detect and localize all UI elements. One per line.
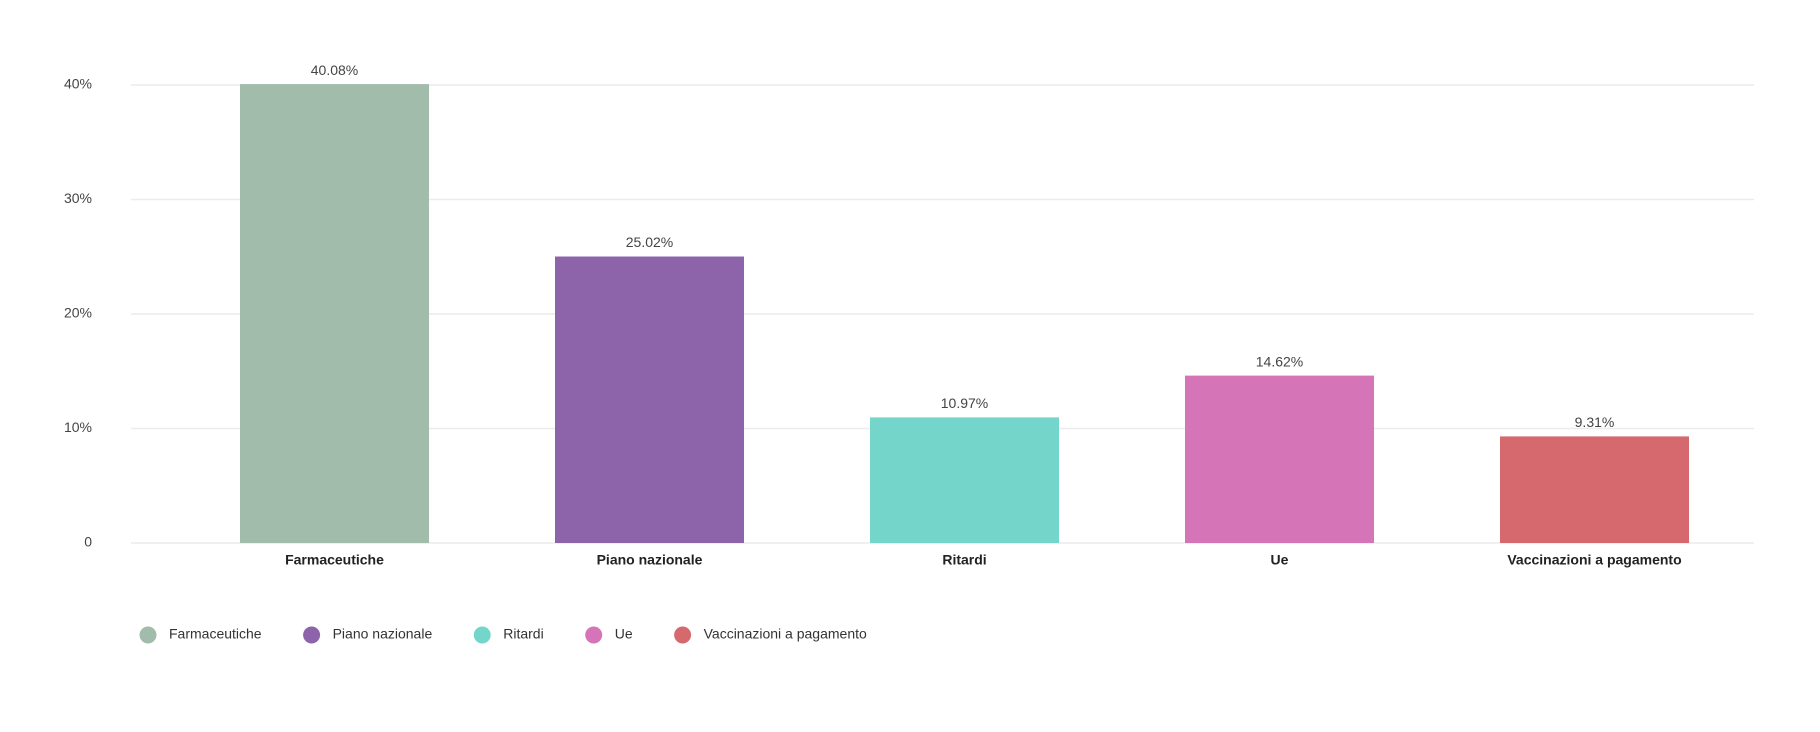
value-label: 10.97% <box>941 395 988 411</box>
x-tick-label: Ue <box>1271 552 1289 568</box>
bar <box>555 256 744 543</box>
value-label: 25.02% <box>626 234 673 250</box>
bar <box>870 417 1059 543</box>
legend-marker <box>585 626 603 644</box>
bar <box>1500 436 1689 543</box>
x-tick-label: Ritardi <box>942 552 986 568</box>
legend-label: Vaccinazioni a pagamento <box>704 626 867 642</box>
value-label: 14.62% <box>1256 353 1303 369</box>
x-tick-label: Farmaceutiche <box>285 552 384 568</box>
legend-marker <box>473 626 491 644</box>
legend-label: Ue <box>615 626 633 642</box>
legend-marker <box>303 626 321 644</box>
y-tick-label: 10% <box>64 419 92 435</box>
y-tick-label: 0 <box>84 534 92 550</box>
legend-label: Ritardi <box>503 626 543 642</box>
value-label: 9.31% <box>1575 414 1615 430</box>
legend-label: Piano nazionale <box>333 626 433 642</box>
bar <box>240 84 429 544</box>
x-tick-label: Vaccinazioni a pagamento <box>1507 552 1681 568</box>
bar <box>1185 375 1374 543</box>
y-tick-label: 30% <box>64 190 92 206</box>
legend-marker <box>674 626 692 644</box>
legend-marker <box>139 626 157 644</box>
y-tick-label: 20% <box>64 305 92 321</box>
value-label: 40.08% <box>311 62 358 78</box>
legend-label: Farmaceutiche <box>169 626 262 642</box>
y-tick-label: 40% <box>64 76 92 92</box>
x-tick-label: Piano nazionale <box>597 552 703 568</box>
